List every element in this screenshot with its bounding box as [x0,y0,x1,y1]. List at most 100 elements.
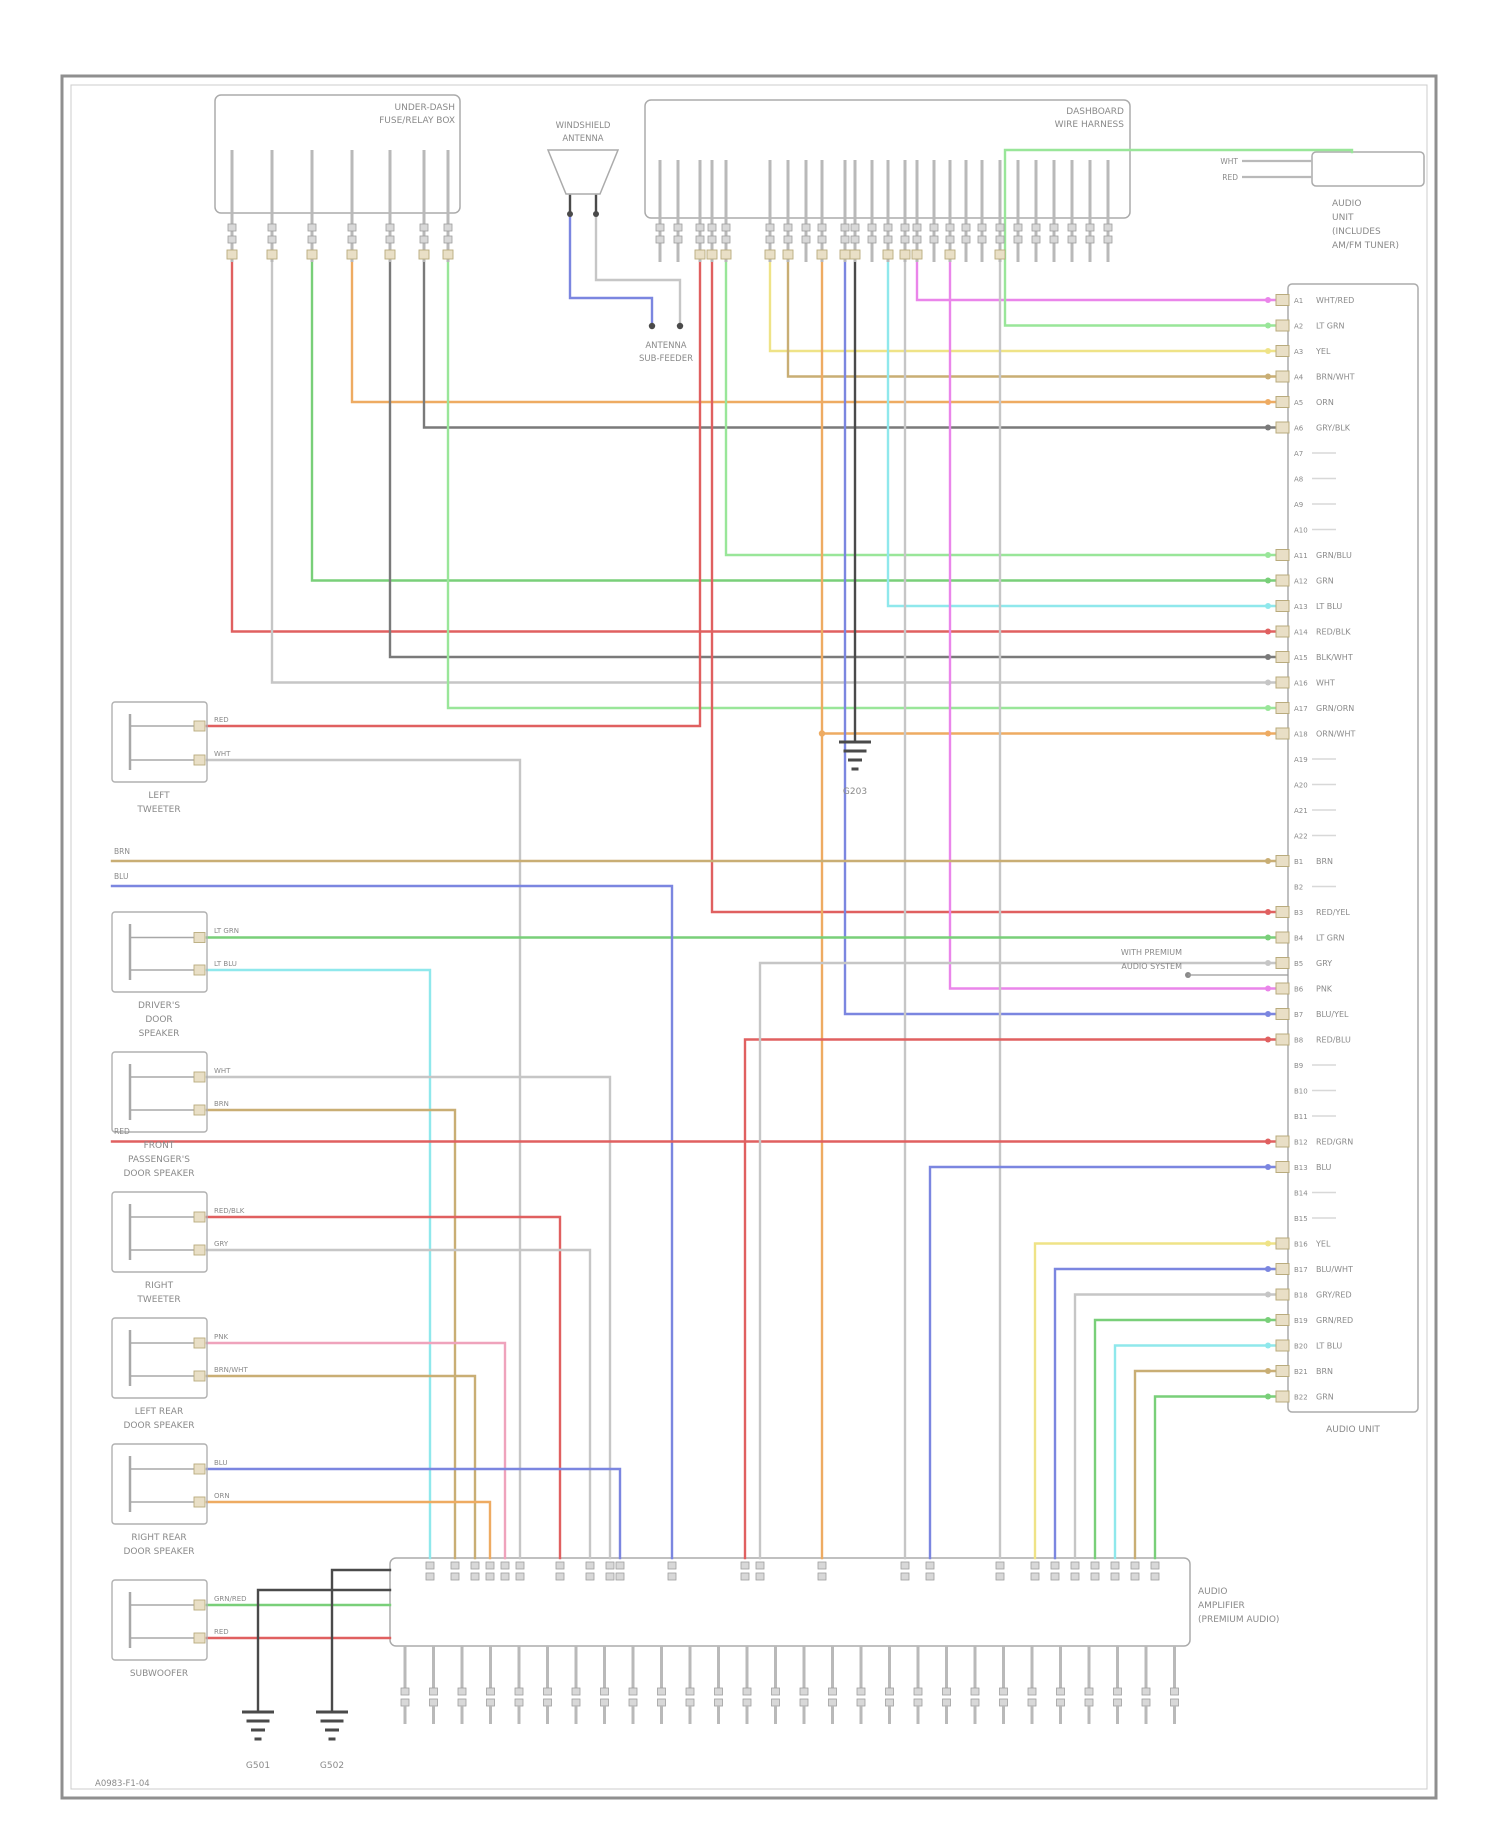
wire-color-label: RED [214,1628,229,1636]
pin-number: A17 [1294,705,1308,713]
connector-symbol [485,1572,495,1581]
connector-symbol [867,235,877,244]
ground-label: G501 [246,1761,270,1771]
connector-symbol [1067,235,1077,244]
connector-symbol [1170,1698,1179,1707]
connector-symbol [450,1561,460,1570]
connector-symbol [1050,1572,1060,1581]
connector-symbol [615,1572,625,1581]
speaker-label: RIGHT REAR [131,1533,186,1543]
wire-terminal-dot [1265,1036,1271,1043]
wire-color-label: RED/BLU [1316,1036,1351,1045]
connector-symbol [655,235,665,244]
connector-symbol [942,1698,951,1707]
connector-symbol [913,1687,923,1696]
connector-symbol [817,1561,827,1570]
connector-symbol [867,223,877,232]
connector-symbol [585,1572,595,1581]
connector-symbol [486,1698,495,1707]
wire-color-label: PNK [214,1333,228,1341]
wire-color-label: WHT [214,1067,231,1075]
pin-cavity [899,249,911,260]
ref-wire-label: RED [1222,173,1238,182]
wire [422,260,1280,429]
wire [205,1500,492,1560]
wire-terminal-dot [1265,730,1271,737]
wire-color-label: LT BLU [1316,1342,1342,1351]
wire-color-label: BRN [1316,857,1333,866]
connector-symbol [1030,1561,1040,1570]
wire-terminal-dot [1265,1317,1271,1323]
speaker-outline [111,1191,208,1273]
connector-symbol [307,235,317,244]
wire-color-label: RED/BLK [1316,628,1351,637]
antenna-label: WINDSHIELD [556,121,611,131]
pin-number: A10 [1294,527,1308,535]
speaker-label: SPEAKER [139,1029,180,1039]
connector-symbol [486,1687,495,1696]
pin-cavity [694,249,706,260]
connector-symbol [1056,1698,1065,1707]
pin-number: A3 [1294,348,1303,356]
connector-symbol [856,1698,866,1707]
connector-symbol [900,223,910,232]
wire [1033,1242,1280,1560]
connector-symbol [307,223,317,232]
pin-cavity [193,1632,206,1644]
pin-number: A20 [1294,782,1308,790]
wire [568,212,654,324]
pin-number: B7 [1294,1011,1303,1019]
pin-number: B20 [1294,1343,1308,1351]
connector-symbol [695,235,705,244]
wire-color-label: WHT/RED [1316,296,1354,305]
pin-cavity [193,1211,206,1223]
pin-cavity [1275,421,1290,434]
connector-symbol [995,1561,1005,1570]
connector-symbol [1030,1572,1040,1581]
pin-cavity [266,249,278,260]
fuse-box-outline [214,94,461,214]
pin-cavity [1275,1288,1290,1301]
wire [758,961,1280,1560]
pin-number: A18 [1294,731,1308,739]
wire-terminal-dot [1265,960,1271,966]
pin-cavity [193,1463,206,1475]
connector-symbol [856,1687,866,1696]
connector-symbol [913,1698,923,1707]
connector-symbol [515,1561,525,1570]
connector-symbol [657,1687,666,1696]
connector-symbol [783,235,793,244]
junction-dot [648,322,656,330]
antenna-label: ANTENNA [562,134,603,144]
pin-cavity [1275,1033,1290,1046]
connector-symbol [885,1698,894,1707]
connector-symbol [817,1572,827,1581]
pin-cavity [193,1104,206,1116]
connector-symbol [1141,1698,1151,1707]
pin-cavity [1275,549,1290,561]
connector-symbol [961,223,971,232]
connector-symbol [740,1561,750,1570]
wire-color-label: GRN [1316,577,1334,586]
pin-cavity [911,249,923,260]
connector-symbol [227,223,237,232]
wire-color-label: BLU/YEL [1316,1010,1349,1019]
connector-symbol [673,223,683,232]
connector-symbol [457,1698,467,1707]
wire [710,260,1280,914]
connector-symbol [799,1698,809,1707]
dash-harness-label: DASHBOARD [1066,107,1124,117]
labels-layer: UNDER-DASH FUSE/RELAY BOX DASHBOARD WIRE… [95,103,1399,1789]
amplifier-outline [389,1557,1191,1647]
connector-symbol [1027,1687,1037,1696]
connector-symbol [707,223,717,232]
pin-cavity [1275,931,1290,944]
connector-symbol [970,1687,980,1696]
connector-symbol [1113,1698,1122,1707]
pin-cavity [1275,294,1290,306]
connector-symbol [850,235,860,244]
connector-symbol [443,223,453,232]
connector-symbol [771,1698,780,1707]
connector-decorations [111,150,1179,1741]
amplifier-label: AUDIO [1198,1587,1227,1597]
